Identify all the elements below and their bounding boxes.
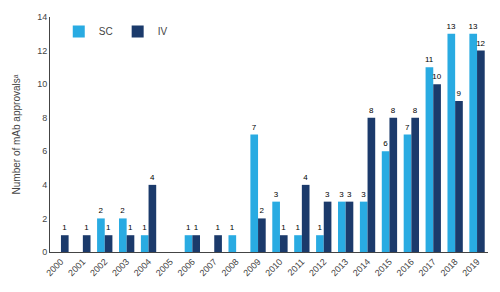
- svg-text:8: 8: [369, 106, 374, 115]
- svg-text:14: 14: [37, 12, 47, 22]
- svg-text:9: 9: [456, 89, 461, 98]
- svg-text:1: 1: [84, 223, 89, 232]
- svg-text:2017: 2017: [417, 257, 438, 278]
- svg-text:Number of mAb approvalsᵃ: Number of mAb approvalsᵃ: [11, 74, 22, 194]
- svg-text:2013: 2013: [329, 257, 350, 278]
- svg-text:2005: 2005: [154, 257, 175, 278]
- svg-text:2016: 2016: [395, 257, 416, 278]
- svg-text:2012: 2012: [307, 257, 328, 278]
- svg-text:2004: 2004: [132, 257, 153, 278]
- svg-text:2: 2: [98, 206, 103, 215]
- svg-text:3: 3: [347, 190, 352, 199]
- svg-text:13: 13: [447, 22, 456, 31]
- svg-text:1: 1: [281, 223, 286, 232]
- svg-text:2: 2: [120, 206, 125, 215]
- svg-text:3: 3: [274, 190, 279, 199]
- svg-text:2003: 2003: [110, 257, 131, 278]
- svg-text:1: 1: [296, 223, 301, 232]
- svg-text:2018: 2018: [439, 257, 460, 278]
- svg-text:7: 7: [405, 123, 410, 132]
- svg-text:1: 1: [142, 223, 147, 232]
- svg-text:2: 2: [42, 214, 47, 224]
- svg-text:2001: 2001: [66, 257, 87, 278]
- svg-text:1: 1: [186, 223, 191, 232]
- svg-text:3: 3: [339, 190, 344, 199]
- svg-text:8: 8: [391, 106, 396, 115]
- svg-text:10: 10: [432, 72, 441, 81]
- svg-text:0: 0: [42, 247, 47, 257]
- svg-text:2011: 2011: [286, 257, 307, 278]
- svg-text:12: 12: [476, 39, 485, 48]
- svg-text:7: 7: [252, 123, 257, 132]
- svg-text:4: 4: [150, 173, 155, 182]
- svg-text:8: 8: [413, 106, 418, 115]
- svg-text:12: 12: [37, 46, 47, 56]
- svg-text:13: 13: [468, 22, 477, 31]
- svg-text:6: 6: [42, 146, 47, 156]
- svg-text:11: 11: [425, 55, 434, 64]
- svg-text:2010: 2010: [263, 257, 284, 278]
- svg-text:2014: 2014: [351, 257, 372, 278]
- svg-text:6: 6: [383, 139, 388, 148]
- svg-text:3: 3: [361, 190, 366, 199]
- svg-text:1: 1: [62, 223, 67, 232]
- svg-text:1: 1: [230, 223, 235, 232]
- svg-text:2002: 2002: [88, 257, 109, 278]
- svg-text:2019: 2019: [460, 257, 481, 278]
- svg-text:8: 8: [42, 113, 47, 123]
- svg-text:1: 1: [106, 223, 111, 232]
- svg-text:1: 1: [128, 223, 133, 232]
- svg-text:2006: 2006: [176, 257, 197, 278]
- svg-text:2015: 2015: [373, 257, 394, 278]
- svg-text:SC: SC: [99, 26, 113, 37]
- svg-text:IV: IV: [158, 26, 168, 37]
- svg-text:2: 2: [259, 206, 264, 215]
- svg-text:2007: 2007: [198, 257, 219, 278]
- svg-text:1: 1: [194, 223, 199, 232]
- svg-text:2009: 2009: [241, 257, 262, 278]
- svg-text:3: 3: [325, 190, 330, 199]
- svg-text:2008: 2008: [220, 257, 241, 278]
- svg-text:2000: 2000: [44, 257, 65, 278]
- svg-text:4: 4: [303, 173, 308, 182]
- svg-text:4: 4: [42, 180, 47, 190]
- svg-text:1: 1: [317, 223, 322, 232]
- svg-text:1: 1: [216, 223, 221, 232]
- svg-text:10: 10: [37, 79, 47, 89]
